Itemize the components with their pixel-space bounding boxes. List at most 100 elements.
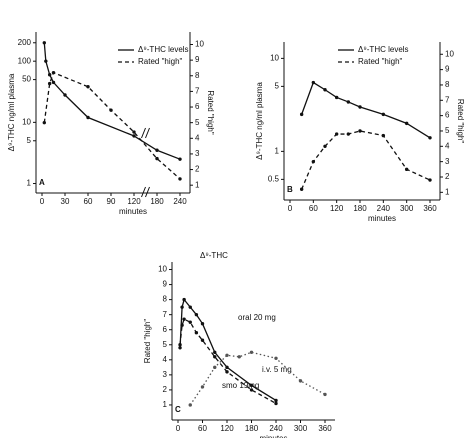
y-tick-label: 1 — [275, 146, 280, 155]
axis-break — [145, 186, 150, 198]
data-point — [155, 156, 159, 161]
data-point — [249, 383, 254, 388]
data-point — [188, 320, 192, 324]
axis-break — [141, 127, 146, 139]
y-tick-label: 10 — [270, 53, 279, 62]
data-point — [86, 115, 90, 120]
chart-title: Δ⁹-THC — [200, 251, 228, 260]
series-label: smo 19mg — [222, 381, 259, 390]
data-point — [182, 297, 186, 302]
data-point — [381, 112, 386, 117]
data-point — [213, 365, 217, 370]
data-point — [86, 85, 90, 89]
data-point — [298, 379, 303, 383]
data-point — [182, 317, 186, 321]
data-point — [225, 370, 229, 374]
x-tick-label: 180 — [353, 204, 367, 213]
y-tick-label: 4 — [163, 355, 168, 364]
x-tick-label: 300 — [294, 424, 308, 433]
data-point — [178, 157, 182, 161]
data-point — [132, 134, 136, 138]
data-point — [44, 59, 48, 63]
data-point — [180, 305, 184, 309]
data-point — [274, 356, 278, 361]
x-axis-label: minutes — [119, 207, 147, 216]
axis-break — [141, 186, 146, 198]
data-point — [428, 178, 432, 182]
data-point — [178, 343, 182, 347]
data-point — [194, 331, 199, 335]
data-point — [188, 305, 192, 309]
x-tick-label: 360 — [318, 424, 332, 433]
y2-tick-label: 4 — [445, 141, 450, 150]
x-axis-label: minutes — [368, 214, 396, 223]
data-point — [178, 346, 182, 350]
x-tick-label: 0 — [288, 204, 293, 213]
data-point — [180, 323, 184, 327]
data-point — [132, 130, 136, 134]
y2-tick-label: 9 — [445, 65, 450, 74]
data-point — [404, 121, 409, 126]
y2-tick-label: 6 — [195, 102, 200, 111]
y2-tick-label: 7 — [195, 87, 200, 96]
data-point — [323, 88, 327, 92]
data-point — [249, 350, 254, 354]
data-point — [249, 388, 254, 392]
y2-tick-label: 7 — [445, 95, 450, 104]
series-line — [179, 318, 277, 405]
data-point — [334, 132, 339, 136]
data-point — [311, 159, 316, 164]
data-point — [200, 338, 205, 342]
y-axis-label: Δ⁹-THC ng/ml plasma — [7, 73, 16, 151]
data-point — [213, 350, 217, 354]
data-point — [346, 100, 351, 104]
axis-break — [145, 127, 150, 139]
y-tick-label: 10 — [158, 265, 167, 274]
x-tick-label: 0 — [40, 197, 45, 206]
panel-letter: A — [39, 178, 45, 187]
y2-tick-label: 1 — [195, 180, 200, 189]
panel-letter: C — [175, 405, 181, 414]
data-point — [334, 95, 339, 100]
y2-tick-label: 10 — [195, 40, 204, 49]
y-tick-label: 3 — [163, 370, 168, 379]
data-point — [213, 355, 217, 359]
y-tick-label: 5 — [163, 340, 168, 349]
x-tick-label: 180 — [150, 197, 164, 206]
x-tick-label: 360 — [423, 204, 437, 213]
series-line — [43, 71, 181, 180]
legend-label: Δ⁹-THC levels — [138, 45, 189, 54]
data-point — [63, 93, 67, 97]
y2-axis-label: Rated "high" — [456, 99, 465, 144]
x-tick-label: 60 — [309, 204, 318, 213]
data-point — [428, 136, 432, 140]
data-point — [346, 132, 351, 136]
series-line — [189, 351, 326, 406]
y-tick-label: 8 — [163, 295, 168, 304]
x-axis-label: minutes — [259, 434, 287, 438]
y2-tick-label: 2 — [195, 165, 200, 174]
data-point — [155, 148, 159, 152]
y2-tick-label: 8 — [195, 71, 200, 80]
x-tick-label: 90 — [107, 197, 116, 206]
legend-label: Rated "high" — [358, 57, 403, 66]
y-tick-label: 1 — [163, 400, 168, 409]
data-point — [42, 120, 46, 125]
y-axis-label: Rated "high" — [143, 319, 152, 364]
y-tick-label: 1 — [27, 179, 32, 188]
data-point — [274, 398, 278, 403]
data-point — [109, 108, 113, 112]
series-line — [179, 298, 277, 401]
y2-tick-label: 3 — [445, 157, 450, 166]
x-tick-label: 120 — [330, 204, 344, 213]
panel-letter: B — [287, 185, 293, 194]
y2-tick-label: 2 — [445, 172, 450, 181]
data-point — [200, 385, 205, 389]
x-tick-label: 60 — [84, 197, 93, 206]
data-point — [323, 144, 327, 149]
y2-tick-label: 6 — [445, 111, 450, 120]
y-tick-label: 5 — [27, 136, 32, 145]
series-label: oral 20 mg — [238, 313, 276, 322]
data-point — [358, 129, 362, 133]
